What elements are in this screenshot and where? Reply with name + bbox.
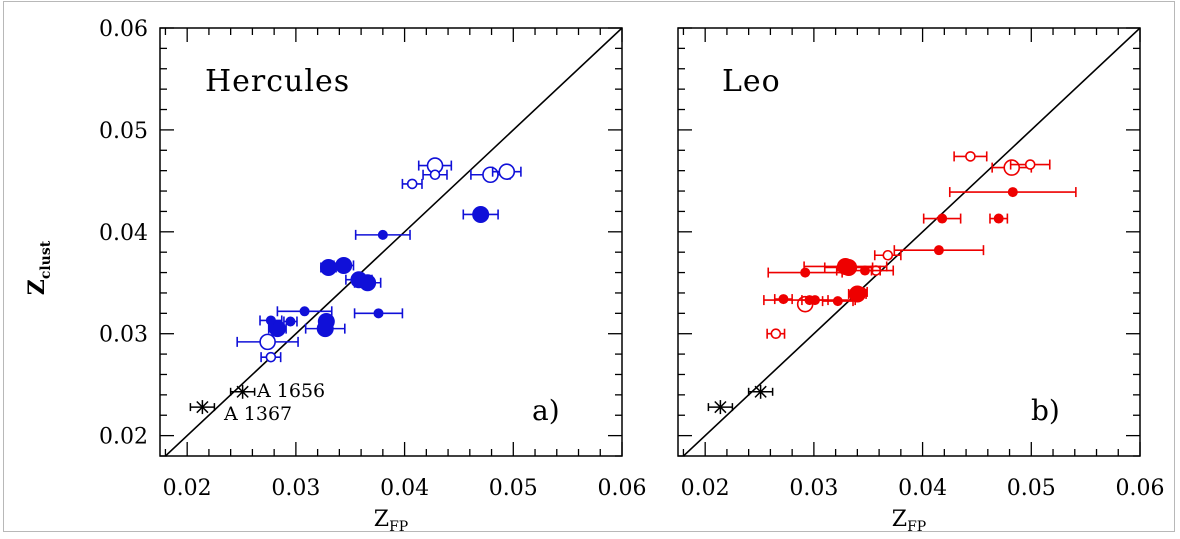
x-tick-label: 0.03 — [789, 476, 838, 501]
data-point-filled — [285, 316, 296, 327]
reference-cluster-marker — [747, 384, 774, 399]
x-tick-labels-leo: 0.02 0.03 0.04 0.05 0.06 — [681, 476, 1165, 501]
data-point-filled — [299, 306, 310, 317]
panel-leo-label: b) — [1031, 394, 1060, 427]
data-point-open — [406, 178, 418, 190]
panel-hercules-label: a) — [532, 394, 560, 427]
data-point-open — [429, 169, 441, 181]
y-tick-label: 0.03 — [99, 323, 148, 348]
panel-leo: Leo b) — [677, 27, 1141, 457]
x-tick-label: 0.02 — [681, 476, 730, 501]
data-point-filled — [265, 315, 276, 326]
data-point-filled — [859, 265, 870, 276]
figure-frame — [3, 1, 1175, 532]
data-point-filled — [317, 312, 335, 330]
x-axis-title-hercules-main: Z — [374, 507, 389, 532]
data-point-filled — [1007, 187, 1018, 198]
y-tick-label: 0.06 — [99, 17, 148, 42]
panel-leo-title: Leo — [722, 64, 781, 99]
data-point-filled — [993, 213, 1004, 224]
y-tick-label: 0.02 — [99, 425, 148, 450]
panel-leo-frame — [677, 27, 1141, 457]
data-point-filled — [800, 267, 811, 278]
x-tick-label: 0.04 — [380, 476, 429, 501]
y-tick-labels: 0.02 0.03 0.04 0.05 0.06 — [99, 17, 148, 450]
data-point-filled — [933, 245, 944, 256]
panel-hercules: Hercules a) A 1656 A 1367 — [159, 27, 623, 457]
x-tick-label: 0.05 — [1007, 476, 1056, 501]
data-point-filled — [335, 256, 353, 274]
reference-cluster-marker — [189, 400, 216, 415]
data-point-filled — [832, 296, 843, 307]
x-axis-title-leo-main: Z — [892, 507, 907, 532]
x-tick-label: 0.05 — [489, 476, 538, 501]
data-point-open — [882, 249, 894, 261]
x-tick-labels-hercules: 0.02 0.03 0.04 0.05 0.06 — [163, 476, 647, 501]
data-point-open — [259, 333, 276, 351]
data-point-open — [770, 328, 782, 340]
annotation-a1367: A 1367 — [223, 403, 292, 425]
data-point-open — [1024, 159, 1036, 170]
data-point-filled — [937, 213, 948, 224]
panel-leo-ticks — [678, 27, 1141, 457]
panel-leo-marks — [682, 28, 1140, 456]
data-point-filled — [472, 205, 490, 223]
y-axis-title: Zclust — [24, 240, 54, 295]
y-axis-title-sub: clust — [38, 240, 54, 279]
data-point-filled — [377, 229, 388, 240]
data-point-filled — [778, 294, 789, 305]
y-tick-label: 0.04 — [99, 221, 148, 246]
data-point-filled — [856, 286, 867, 297]
y-tick-label: 0.05 — [99, 119, 148, 144]
x-tick-label: 0.06 — [598, 476, 647, 501]
data-point-filled — [373, 308, 384, 319]
data-point-open — [965, 151, 976, 162]
y-axis-title-main: Z — [24, 279, 50, 295]
panel-hercules-frame — [159, 27, 623, 457]
panel-hercules-ticks — [160, 27, 623, 457]
panel-hercules-marks — [164, 28, 622, 456]
reference-cluster-marker — [229, 384, 256, 399]
x-tick-label: 0.02 — [163, 476, 212, 501]
data-point-filled — [840, 258, 858, 276]
panel-hercules-title: Hercules — [205, 64, 350, 99]
annotation-a1656: A 1656 — [256, 380, 325, 402]
data-point-open — [265, 351, 277, 363]
data-point-open — [498, 163, 516, 180]
x-tick-label: 0.03 — [271, 476, 320, 501]
reference-cluster-marker — [707, 400, 734, 415]
x-tick-label: 0.06 — [1116, 476, 1165, 501]
data-point-filled — [809, 295, 820, 306]
x-tick-label: 0.04 — [898, 476, 947, 501]
data-point-filled — [359, 274, 377, 292]
